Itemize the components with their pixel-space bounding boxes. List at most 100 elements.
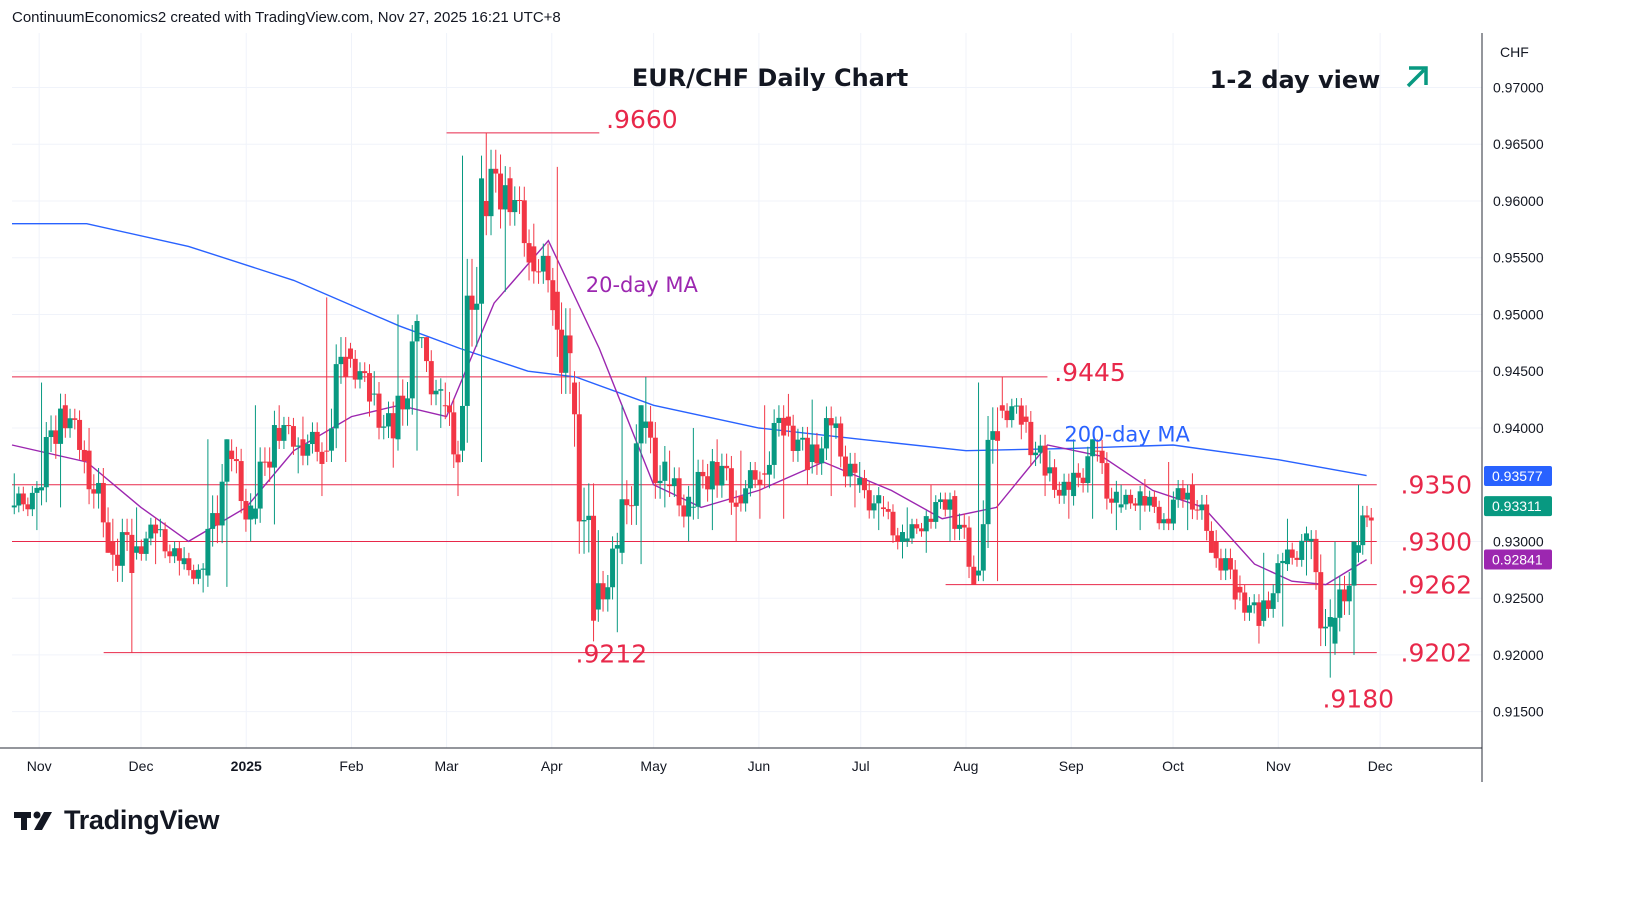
candle [559,302,565,394]
candle-body [29,492,35,510]
candle [545,243,551,293]
candle [795,428,801,462]
candle-body [517,200,523,202]
candle-body [1364,515,1370,518]
candle [671,467,677,498]
y-tick-label: 0.94000 [1493,420,1544,436]
candle [1104,452,1110,510]
candle-body [488,168,494,217]
candle [424,337,430,372]
candle-body [1037,445,1043,453]
candle [176,541,182,576]
candle [871,495,877,519]
candle [619,405,625,565]
candle-body [1189,484,1195,510]
candle [29,486,35,517]
candle [828,406,834,497]
candle [1337,575,1343,632]
candle-body [162,529,168,552]
candle [455,440,461,497]
candle [1080,468,1086,493]
candle [338,337,344,384]
candle-body [1004,410,1010,421]
price-tag-label: 0.92841 [1492,551,1543,567]
candle [1256,594,1262,644]
candle [507,166,513,226]
candle [1166,462,1172,531]
candle [11,473,17,515]
candle [105,507,111,553]
candle [540,243,546,284]
candle [999,376,1005,419]
price-tag: 0.93311 [1484,496,1552,517]
x-tick-label: Aug [954,758,979,774]
candle-body [1085,456,1091,484]
candle-body [1090,439,1096,457]
candle-body [290,426,296,447]
candle [172,541,178,564]
candle [819,436,825,475]
candle-body [814,444,820,464]
candle-body [885,509,891,512]
candle-body [559,329,565,373]
candle [143,531,149,561]
candle-body [314,431,320,452]
candle [1014,398,1020,414]
candle-body [957,524,963,529]
candle [419,337,425,349]
candle [638,405,644,565]
candle-body [67,418,73,429]
candle-body [1218,558,1224,571]
candle-body [243,501,249,520]
candle [347,342,353,368]
candle [167,544,173,564]
candle [724,453,730,481]
candle [1033,441,1039,467]
x-axis-ticks[interactable]: Nov Dec 2025 Feb Mar Apr May Jun Jul Aug Sep Oct Nov… [27,758,1393,774]
candle-body [667,484,673,487]
candle [1180,479,1186,508]
candle-body [1194,509,1200,511]
level-label: .9180 [1322,685,1394,714]
candle-body [238,461,244,502]
candle-body [1175,488,1181,500]
candle-body [838,423,844,457]
candle [162,522,168,559]
candle [681,494,687,528]
candle [1004,403,1010,428]
candle-body [1185,492,1191,500]
level-label: .9445 [1054,358,1126,387]
candle-body [1061,481,1067,496]
candle-body [1265,600,1271,609]
candle [181,547,187,570]
candle [1360,505,1366,555]
candle-body [857,478,863,485]
candle [1099,439,1105,474]
candle-body [447,405,453,413]
candle [961,513,967,539]
candle-body [614,545,620,549]
candle [129,518,135,653]
candle [1251,594,1257,614]
candle-body [1356,545,1362,553]
tradingview-logo[interactable]: TradingView [14,805,220,836]
candle [536,259,542,284]
candle-body [195,569,201,579]
y-axis-ticks[interactable]: 0.97000 0.96500 0.96000 0.95500 0.95000 0.945… [1493,79,1544,719]
candle [134,507,140,560]
candle [771,409,777,479]
candle [469,258,475,347]
candle [766,451,772,489]
candle-body [605,587,611,600]
candle-body [438,389,444,391]
candle [567,308,573,394]
candle [385,401,391,439]
candle-body [918,528,924,532]
candle-body [81,449,87,462]
candle-body [414,320,420,342]
candle-body [357,371,363,380]
candle [1284,518,1290,571]
candle [1327,599,1333,678]
candle [1090,439,1096,519]
candle-body [1208,530,1214,553]
